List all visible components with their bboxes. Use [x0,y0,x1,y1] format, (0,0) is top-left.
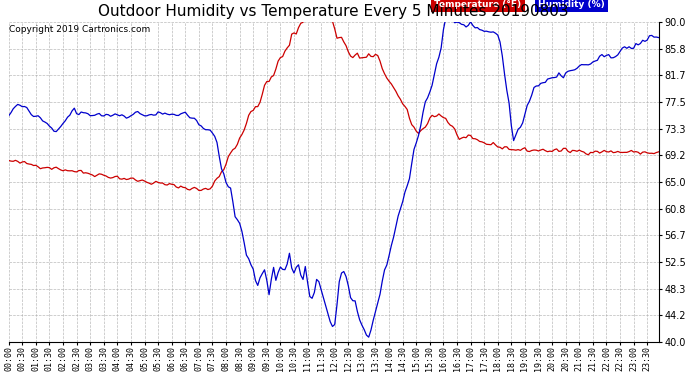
Text: Temperature (°F): Temperature (°F) [434,0,522,9]
Text: Humidity (%): Humidity (%) [538,0,605,9]
Text: Copyright 2019 Cartronics.com: Copyright 2019 Cartronics.com [9,26,150,34]
Title: Outdoor Humidity vs Temperature Every 5 Minutes 20190803: Outdoor Humidity vs Temperature Every 5 … [98,4,569,19]
